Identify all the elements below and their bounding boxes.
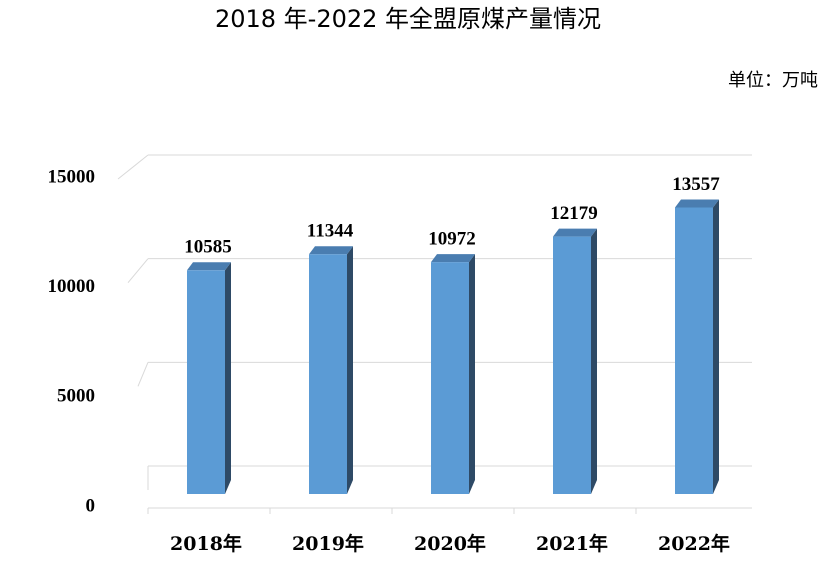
y-tick-label: 5000 xyxy=(57,386,95,407)
bar xyxy=(553,236,591,494)
value-label: 11344 xyxy=(307,221,354,242)
value-label: 12179 xyxy=(550,203,598,224)
bar xyxy=(431,262,469,494)
bar-side xyxy=(591,228,597,494)
x-tick-label: 2022年 xyxy=(658,532,730,555)
grid-line-side xyxy=(137,362,149,387)
chart-title: 2018 年-2022 年全盟原煤产量情况 xyxy=(215,5,601,33)
bar xyxy=(309,254,347,494)
bar-top xyxy=(187,262,231,271)
bar-side xyxy=(347,246,353,494)
bar-side xyxy=(469,254,475,494)
bar xyxy=(187,270,225,494)
y-tick-label: 0 xyxy=(86,495,96,516)
value-label: 10585 xyxy=(184,237,232,258)
bar-side xyxy=(713,199,719,494)
x-tick-label: 2018年 xyxy=(170,532,242,555)
bar-top xyxy=(431,254,475,263)
y-tick-label: 15000 xyxy=(48,166,96,187)
value-label: 13557 xyxy=(672,174,720,195)
y-tick-label: 10000 xyxy=(48,276,96,297)
bar-top xyxy=(553,228,597,237)
x-tick-label: 2019年 xyxy=(292,532,364,555)
bar-side xyxy=(225,262,231,494)
x-tick-label: 2020年 xyxy=(414,532,486,555)
bar-top xyxy=(675,199,719,208)
bar xyxy=(675,207,713,494)
grid-line-side xyxy=(117,154,149,180)
value-label: 10972 xyxy=(428,228,476,249)
bar-top xyxy=(309,246,353,255)
x-tick-label: 2021年 xyxy=(536,532,608,555)
grid-line-side xyxy=(127,258,149,283)
unit-label: 单位：万吨 xyxy=(728,70,818,91)
